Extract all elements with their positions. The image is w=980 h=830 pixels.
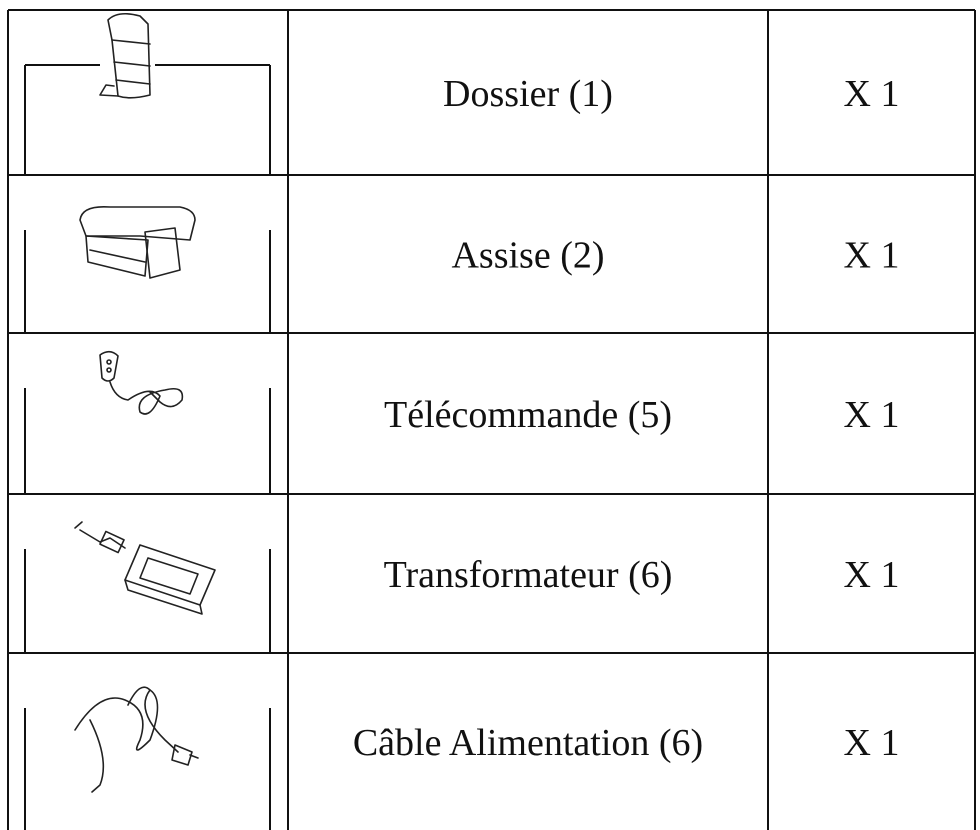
item-quantity: X 1 [844,394,900,436]
item-quantity: X 1 [844,235,900,277]
item-name: Câble Alimentation (6) [353,722,703,764]
cable-sketch [74,686,199,793]
backrest-sketch [99,12,151,99]
item-name: Télécommande (5) [384,394,672,436]
item-name: Dossier (1) [443,73,613,115]
item-name: Assise (2) [451,235,604,277]
item-quantity: X 1 [844,554,900,596]
item-name: Transformateur (6) [384,554,673,596]
item-quantity: X 1 [844,722,900,764]
seat-sketch [79,205,196,279]
transformer-sketch [74,521,216,615]
item-quantity: X 1 [844,73,900,115]
remote-sketch [99,350,184,415]
